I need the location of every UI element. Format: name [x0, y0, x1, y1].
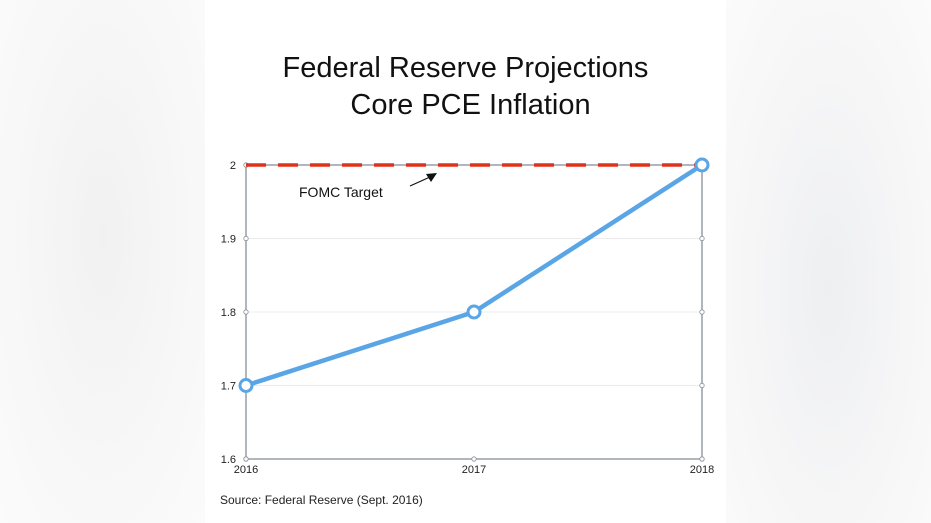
chart-card — [205, 0, 726, 523]
source-note: Source: Federal Reserve (Sept. 2016) — [220, 493, 423, 507]
y-tick-marker-right — [699, 309, 705, 315]
y-tick-marker-right — [699, 382, 705, 389]
background-right — [726, 0, 931, 523]
data-point — [694, 157, 710, 173]
x-tick-marker — [243, 456, 249, 462]
y-tick-marker-right — [699, 235, 705, 242]
background-left — [0, 0, 205, 523]
y-tick-marker — [243, 309, 249, 315]
data-point — [466, 304, 482, 320]
x-tick-label: 2018 — [690, 464, 714, 476]
x-tick-marker — [699, 456, 705, 462]
chart-title: Federal Reserve Projections — [282, 52, 649, 84]
x-tick-label: 2017 — [462, 464, 486, 476]
x-tick-label: 2016 — [234, 464, 258, 476]
data-point — [238, 378, 254, 393]
y-tick-label: 1.8 — [221, 307, 236, 319]
y-tick-marker — [243, 235, 249, 242]
chart-subtitle: Core PCE Inflation — [350, 89, 591, 121]
annotation-arrow-head — [426, 173, 437, 182]
fomc-target-label: FOMC Target — [299, 184, 383, 200]
x-tick-marker — [471, 456, 477, 462]
y-tick-label: 1.7 — [221, 381, 236, 393]
y-tick-label: 1.9 — [221, 234, 236, 246]
annotation-arrow-shaft — [409, 176, 431, 187]
y-tick-label: 2 — [230, 160, 236, 172]
y-tick-label: 1.6 — [221, 454, 236, 466]
